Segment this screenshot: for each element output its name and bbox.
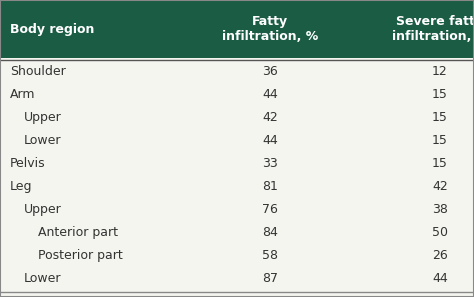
Text: Leg: Leg <box>10 180 33 193</box>
Text: 33: 33 <box>262 157 278 170</box>
Text: 76: 76 <box>262 203 278 216</box>
Text: 15: 15 <box>432 134 448 147</box>
Text: Shoulder: Shoulder <box>10 65 66 78</box>
Text: 36: 36 <box>262 65 278 78</box>
Text: 58: 58 <box>262 249 278 262</box>
Text: Lower: Lower <box>24 134 62 147</box>
Text: 44: 44 <box>432 272 448 285</box>
Text: Severe fatty
infiltration, %: Severe fatty infiltration, % <box>392 15 474 43</box>
Bar <box>0 0 474 58</box>
Text: 42: 42 <box>432 180 448 193</box>
Text: Lower: Lower <box>24 272 62 285</box>
Text: 42: 42 <box>262 111 278 124</box>
Text: 38: 38 <box>432 203 448 216</box>
Text: Posterior part: Posterior part <box>38 249 123 262</box>
Text: Upper: Upper <box>24 203 62 216</box>
Text: 15: 15 <box>432 157 448 170</box>
Text: 87: 87 <box>262 272 278 285</box>
Text: Arm: Arm <box>10 88 36 101</box>
Text: Pelvis: Pelvis <box>10 157 46 170</box>
Text: 26: 26 <box>432 249 448 262</box>
Text: 44: 44 <box>262 134 278 147</box>
Text: Body region: Body region <box>10 23 94 36</box>
Bar <box>0 60 474 297</box>
Text: 15: 15 <box>432 88 448 101</box>
Text: 12: 12 <box>432 65 448 78</box>
Text: 84: 84 <box>262 226 278 239</box>
Text: 81: 81 <box>262 180 278 193</box>
Text: Fatty
infiltration, %: Fatty infiltration, % <box>222 15 318 43</box>
Text: Upper: Upper <box>24 111 62 124</box>
Text: Anterior part: Anterior part <box>38 226 118 239</box>
Text: 50: 50 <box>432 226 448 239</box>
Text: 15: 15 <box>432 111 448 124</box>
Text: 44: 44 <box>262 88 278 101</box>
